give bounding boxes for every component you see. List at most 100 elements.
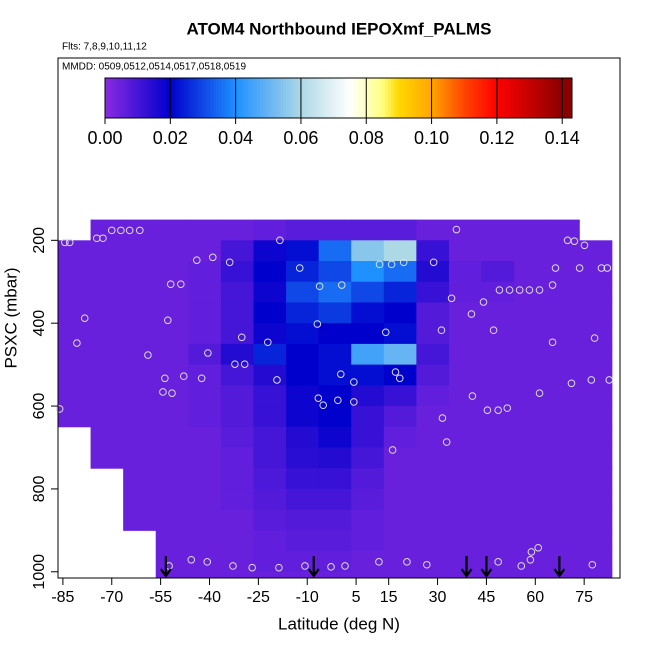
colorbar-swatch [221,78,226,118]
heat-cell [318,406,352,428]
heat-cell [318,302,352,324]
heat-cell [286,488,320,511]
flight-point [237,333,246,342]
heat-cell [416,530,450,552]
colorbar-swatch [323,78,328,118]
heat-cell [286,530,320,552]
heat-cell [546,426,580,448]
heat-cell [579,240,613,262]
flight-point [179,372,188,381]
flight-point [301,562,309,570]
flight-point [73,339,81,347]
heat-cell [481,406,515,428]
heat-cell [123,509,157,531]
heat-cell [579,323,613,345]
heat-cell [514,426,548,448]
heat-cell [253,488,287,511]
flight-point [229,562,237,570]
colorbar-swatch [405,78,409,118]
colorbar-swatch [192,78,196,118]
heat-cell [481,261,515,283]
heat-cell [351,240,385,262]
colorbar-swatch [499,78,503,118]
colorbar-swatch [198,78,202,118]
chart-title: ATOM4 Northbound IEPOXmf_PALMS [186,19,491,38]
colorbar-swatch [353,78,357,118]
heat-cell [123,302,157,324]
heat-cell [448,406,483,428]
colorbar-swatch [122,78,126,118]
heat-cell [90,323,124,345]
heat-cell [123,406,157,428]
heat-cell [351,509,385,531]
flight-point [264,338,272,347]
heat-cell [253,468,287,490]
heat-cell [220,261,254,283]
colorbar-swatch [563,78,567,118]
heat-cell [253,323,287,345]
colorbar-swatch [329,78,334,118]
heat-cell [253,240,287,262]
heat-cell [90,219,124,241]
colorbar-swatch [180,78,185,118]
heat-cell [286,302,320,324]
heat-cell [123,261,157,283]
heat-cell [220,488,254,511]
colorbar-swatch [437,78,442,118]
heat-cell [383,281,417,303]
colorbar-swatch [335,78,339,118]
heat-cell [448,364,483,386]
heat-cell [579,509,613,531]
heat-cell [514,323,548,345]
colorbar-swatch [274,78,278,118]
flight-point [452,225,461,234]
heat-cell [253,364,287,386]
colorbar-swatch [253,78,258,118]
flight-point [505,286,514,294]
colorbar-swatch [189,78,193,118]
flight-point [388,446,397,454]
colorbar-swatch [233,78,237,118]
colorbar-swatch [105,78,109,118]
heat-cell [123,343,157,366]
heat-cell [579,406,613,428]
colorbar-swatch [107,78,112,118]
heat-cell [579,571,613,579]
colorbar-swatch [396,78,401,118]
colorbar-swatch [113,78,118,118]
flight-point [526,555,535,564]
heat-cell [188,488,222,511]
heat-cell [383,509,417,531]
x-tick-label: 5 [352,589,361,606]
flight-point [166,280,175,289]
heat-cell [351,406,385,428]
heat-cell [123,323,157,345]
colorbar-swatch [347,78,351,118]
flight-point [551,264,560,272]
colorbar-swatch [210,78,214,118]
heat-cell [351,385,385,407]
heat-cell [220,406,254,428]
colorbar-swatch [461,78,465,118]
heat-cell [416,447,450,469]
flight-point [503,404,512,412]
colorbar-swatch [519,78,523,118]
heat-cell [90,343,124,366]
flight-point [375,260,384,269]
heat-cell [514,551,548,573]
heat-cell [188,281,222,303]
heat-cell [416,426,450,448]
colorbar-swatch [472,78,477,118]
flight-point [319,401,327,410]
heat-cell [416,488,450,511]
heat-cell [58,364,92,386]
flight-point [168,389,176,398]
plot-frame [57,57,621,579]
colorbar-swatch [215,78,220,118]
colorbar-swatch [338,78,342,118]
heat-cell [123,281,157,303]
flight-point [80,314,89,323]
colorbar-swatch [534,78,538,118]
heat-cell [123,364,157,386]
